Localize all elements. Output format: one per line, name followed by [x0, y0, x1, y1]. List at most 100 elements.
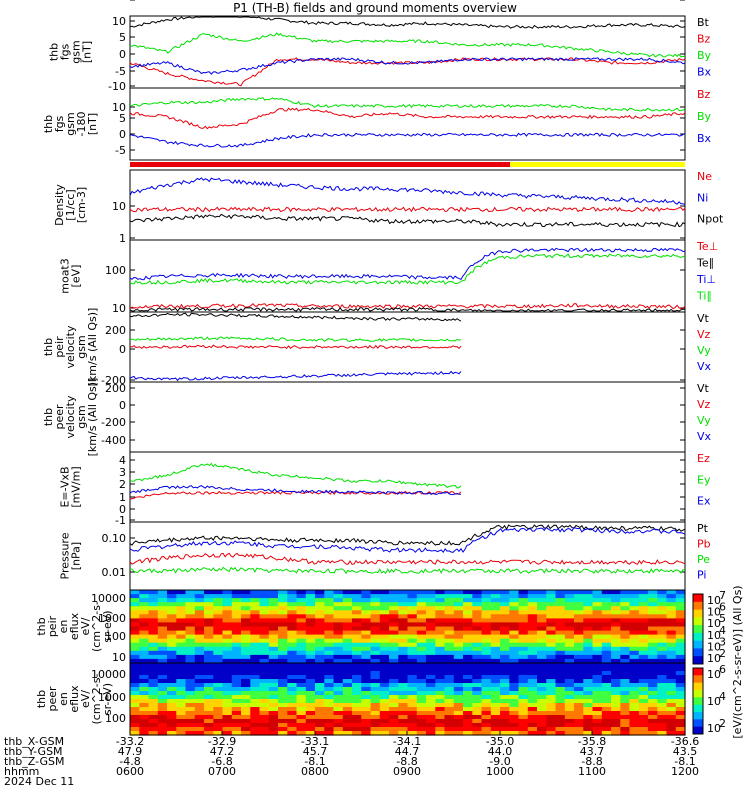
heatmap-cell	[537, 606, 547, 611]
heatmap-cell	[638, 711, 649, 716]
heatmap-cell	[537, 703, 547, 708]
heatmap-cell	[601, 683, 612, 688]
panel-7	[129, 0, 686, 523]
heatmap-cell	[546, 715, 557, 720]
heatmap-cell	[435, 590, 446, 595]
heatmap-cell	[268, 650, 279, 656]
heatmap-cell	[416, 723, 427, 728]
colorbar-top-swatch	[693, 617, 703, 626]
heatmap-cell	[574, 634, 584, 640]
heatmap-cell	[518, 654, 529, 660]
heatmap-cell	[666, 731, 677, 736]
heatmap-cell	[213, 634, 224, 640]
heatmap-cell	[463, 687, 473, 692]
heatmap-cell	[666, 614, 677, 619]
heatmap-cell	[352, 731, 362, 736]
heatmap-cell	[666, 691, 677, 696]
heatmap-cell	[564, 663, 575, 668]
heatmap-cell	[130, 719, 140, 724]
heatmap-cell	[222, 695, 233, 700]
heatmap-cell	[675, 715, 686, 720]
heatmap-cell	[231, 671, 242, 676]
heatmap-cell	[333, 699, 344, 704]
heatmap-cell	[601, 602, 612, 607]
heatmap-cell	[509, 594, 520, 599]
heatmap-cell	[407, 687, 418, 692]
heatmap-cell	[518, 683, 529, 688]
heatmap-cell	[435, 634, 446, 640]
heatmap-cell	[435, 654, 446, 660]
heatmap-cell	[629, 646, 640, 652]
heatmap-cell	[527, 638, 538, 644]
heatmap-cell	[250, 630, 261, 636]
heatmap-cell	[185, 691, 196, 696]
heatmap-cell	[315, 606, 325, 611]
heatmap-cell	[352, 638, 362, 644]
heatmap-cell	[518, 618, 529, 624]
heatmap-cell	[509, 667, 520, 672]
heatmap-cell	[268, 618, 279, 624]
heatmap-cell	[204, 703, 214, 708]
heatmap-cell	[564, 723, 575, 728]
heatmap-cell	[555, 658, 566, 664]
heatmap-cell	[250, 638, 261, 644]
heatmap-cell	[139, 590, 150, 595]
heatmap-cell	[204, 687, 214, 692]
heatmap-cell	[407, 663, 418, 668]
heatmap-cell	[527, 731, 538, 736]
heatmap-cell	[333, 642, 344, 648]
heatmap-cell	[481, 646, 492, 652]
heatmap-cell	[564, 675, 575, 680]
heatmap-cell	[185, 598, 196, 603]
y-tick-label: -2	[115, 0, 126, 3]
heatmap-cell	[666, 719, 677, 724]
heatmap-cell	[472, 654, 483, 660]
heatmap-cell	[315, 590, 325, 595]
heatmap-cell	[176, 731, 187, 736]
heatmap-cell	[222, 663, 233, 668]
heatmap-cell	[305, 687, 316, 692]
heatmap-cell	[398, 711, 409, 716]
heatmap-cell	[231, 675, 242, 680]
heatmap-cell	[361, 626, 372, 632]
heatmap-cell	[167, 650, 177, 656]
heatmap-cell	[379, 707, 390, 712]
y-axis-label: (cm^2-s-	[90, 674, 103, 725]
heatmap-cell	[130, 691, 140, 696]
heatmap-cell	[194, 646, 205, 652]
heatmap-cell	[500, 646, 510, 652]
colorbar-bottom-swatch	[693, 675, 703, 684]
heatmap-cell	[416, 654, 427, 660]
heatmap-cell	[250, 618, 261, 624]
heatmap-cell	[518, 719, 529, 724]
heatmap-cell	[352, 650, 362, 656]
heatmap-cell	[407, 675, 418, 680]
heatmap-cell	[537, 602, 547, 607]
heatmap-cell	[564, 683, 575, 688]
heatmap-cell	[527, 727, 538, 732]
heatmap-cell	[472, 663, 483, 668]
heatmap-cell	[666, 606, 677, 611]
heatmap-cell	[490, 687, 501, 692]
heatmap-cell	[167, 699, 177, 704]
heatmap-cell	[342, 667, 353, 672]
heatmap-cell	[315, 703, 325, 708]
heatmap-cell	[453, 614, 464, 619]
heatmap-cell	[657, 594, 668, 599]
heatmap-cell	[546, 646, 557, 652]
heatmap-cell	[222, 590, 233, 595]
heatmap-cell	[157, 719, 168, 724]
heatmap-cell	[629, 691, 640, 696]
heatmap-cell	[148, 683, 159, 688]
heatmap-cell	[426, 602, 436, 607]
y-axis-label: -180	[75, 112, 88, 137]
heatmap-cell	[259, 699, 270, 704]
heatmap-cell	[278, 731, 288, 736]
heatmap-cell	[130, 695, 140, 700]
heatmap-cell	[537, 671, 547, 676]
colorbar-top-swatch	[693, 648, 703, 657]
heatmap-cell	[333, 650, 344, 656]
heatmap-cell	[370, 610, 381, 615]
legend-ex: Ex	[697, 495, 711, 508]
heatmap-cell	[241, 614, 251, 619]
